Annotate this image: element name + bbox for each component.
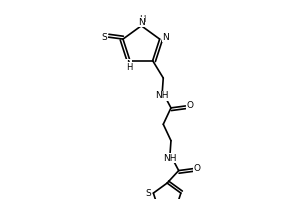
- Text: N: N: [138, 18, 145, 27]
- Text: O: O: [194, 164, 201, 173]
- Text: H: H: [139, 15, 146, 24]
- Text: O: O: [186, 101, 193, 110]
- Text: N: N: [126, 60, 132, 69]
- Text: H: H: [126, 63, 132, 72]
- Text: S: S: [101, 33, 107, 42]
- Text: S: S: [146, 189, 152, 198]
- Text: N: N: [162, 33, 169, 42]
- Text: NH: NH: [163, 154, 176, 163]
- Text: NH: NH: [155, 91, 169, 100]
